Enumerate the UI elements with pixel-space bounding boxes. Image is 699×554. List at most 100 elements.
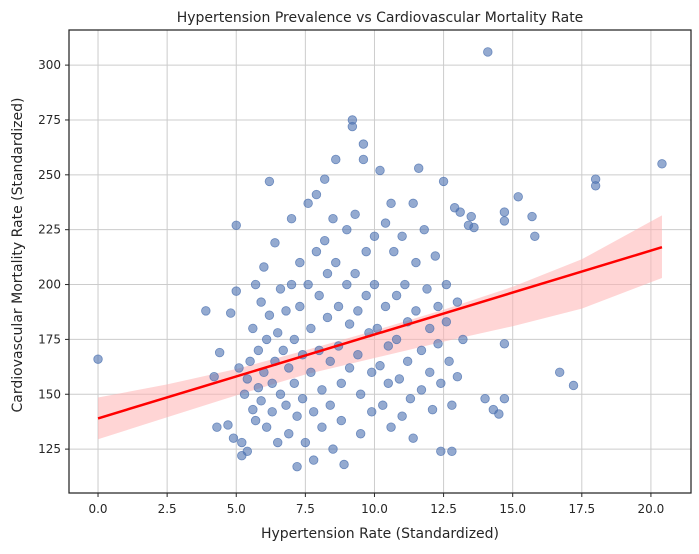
regression-line-layer xyxy=(97,246,663,420)
data-point xyxy=(513,192,523,202)
data-point xyxy=(344,319,355,329)
data-point xyxy=(402,356,413,367)
data-point xyxy=(270,238,280,248)
data-point xyxy=(369,231,380,241)
data-point xyxy=(405,393,416,404)
data-point xyxy=(458,334,468,345)
data-point xyxy=(433,339,443,349)
regression-line xyxy=(97,246,663,420)
data-point xyxy=(466,211,476,222)
data-point xyxy=(339,459,349,470)
data-point xyxy=(281,306,291,316)
data-point xyxy=(264,176,275,187)
x-axis-label: Hypertension Rate (Standardized) xyxy=(261,526,499,542)
y-axis-ticks: 125 150 175 200 225 250 275 300 xyxy=(38,58,69,456)
data-point xyxy=(201,306,211,316)
data-point xyxy=(380,218,391,228)
data-point xyxy=(530,231,540,241)
data-point xyxy=(342,279,352,290)
data-point xyxy=(273,437,283,448)
data-point xyxy=(311,189,322,200)
data-point xyxy=(383,341,393,351)
data-point xyxy=(317,385,327,395)
data-point xyxy=(480,393,490,404)
data-point xyxy=(414,163,424,173)
data-point xyxy=(214,347,225,358)
data-point xyxy=(499,207,510,217)
data-point xyxy=(386,422,396,432)
data-point xyxy=(375,165,385,176)
data-point xyxy=(342,224,352,235)
data-point xyxy=(336,378,347,388)
data-point xyxy=(275,389,286,399)
data-point xyxy=(389,246,399,257)
data-point xyxy=(253,345,264,356)
data-point xyxy=(383,378,393,388)
data-point xyxy=(394,374,405,384)
data-point xyxy=(527,211,537,222)
data-point xyxy=(325,400,335,410)
data-point xyxy=(242,446,253,457)
data-point xyxy=(289,334,300,345)
data-point xyxy=(425,367,435,378)
data-point xyxy=(297,393,308,404)
data-point xyxy=(400,279,410,290)
data-point xyxy=(281,400,291,410)
y-tick-label: 275 xyxy=(38,113,61,127)
data-point xyxy=(267,378,277,388)
data-point xyxy=(328,214,338,224)
data-point xyxy=(391,334,402,345)
data-point xyxy=(554,367,565,378)
data-point xyxy=(441,317,452,327)
data-point xyxy=(350,268,360,279)
data-point xyxy=(367,407,377,417)
data-point xyxy=(361,290,371,301)
x-tick-label: 12.5 xyxy=(430,502,457,516)
data-point xyxy=(494,409,504,419)
data-point xyxy=(452,297,463,307)
data-point xyxy=(308,407,319,417)
data-point xyxy=(242,374,253,384)
data-point xyxy=(408,433,418,443)
data-point xyxy=(93,354,103,364)
data-point xyxy=(433,301,443,312)
data-point xyxy=(430,251,440,261)
data-point xyxy=(411,306,421,316)
data-point xyxy=(226,308,236,318)
y-axis-label: Cardiovascular Mortality Rate (Standardi… xyxy=(10,98,26,413)
data-point xyxy=(391,290,402,301)
data-point xyxy=(590,181,601,191)
data-point xyxy=(657,159,667,169)
data-point xyxy=(347,115,358,125)
data-point xyxy=(419,224,429,235)
data-point xyxy=(416,385,427,395)
chart-title: Hypertension Prevalence vs Cardiovascula… xyxy=(177,10,584,26)
data-point xyxy=(353,350,363,360)
data-point xyxy=(344,363,355,373)
data-point xyxy=(278,345,288,356)
data-point xyxy=(303,279,313,290)
data-point xyxy=(367,367,377,378)
data-point xyxy=(375,361,385,371)
data-point xyxy=(273,328,283,338)
data-point xyxy=(228,433,239,443)
data-point xyxy=(447,446,457,457)
data-point xyxy=(499,339,510,349)
data-point xyxy=(295,257,305,268)
data-point xyxy=(286,279,297,290)
data-point xyxy=(231,220,241,230)
data-point xyxy=(353,306,363,316)
data-point xyxy=(325,356,335,367)
data-point xyxy=(408,198,418,209)
data-point xyxy=(314,290,324,301)
data-point xyxy=(212,422,222,432)
data-point xyxy=(447,400,457,410)
data-point xyxy=(284,429,294,439)
x-tick-label: 2.5 xyxy=(158,502,177,516)
data-point xyxy=(369,279,380,290)
data-point xyxy=(499,393,510,404)
data-point xyxy=(300,437,311,448)
data-point xyxy=(311,246,322,257)
data-point xyxy=(264,310,275,320)
